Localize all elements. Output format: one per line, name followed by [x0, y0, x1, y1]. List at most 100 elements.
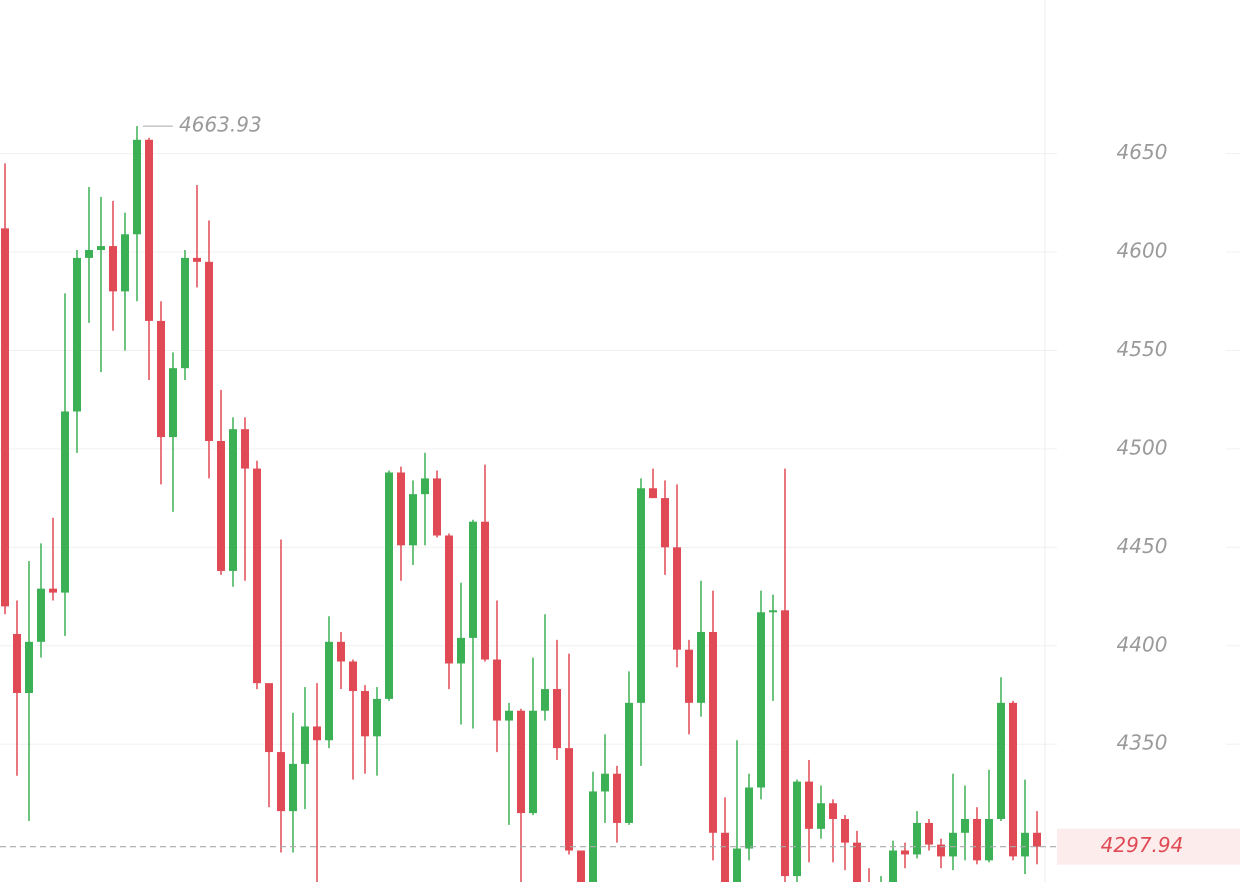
candle-body [37, 588, 45, 642]
candle-body [721, 832, 729, 882]
candle-body [13, 633, 21, 693]
candle-body [445, 535, 453, 664]
candle-body [457, 637, 465, 664]
candle-body [109, 246, 117, 292]
candle-body [985, 819, 993, 861]
candle-body [757, 612, 765, 788]
candle-body [85, 250, 93, 258]
candle-body [25, 641, 33, 693]
candle-body [889, 850, 897, 882]
candle-body [553, 689, 561, 749]
candle-body [781, 610, 789, 877]
candle-body [1033, 832, 1041, 847]
candle-body [685, 649, 693, 703]
candle-body [61, 411, 69, 593]
candle-body [277, 752, 285, 812]
candle-body [925, 822, 933, 845]
candle-body [121, 234, 129, 292]
candle-body [541, 689, 549, 711]
candle-body [805, 781, 813, 829]
labels: 4350 4400 4450 4500 4550 4600 4650 4663.93 4297.… [0, 113, 1240, 865]
candle-body [589, 791, 597, 882]
candle-body [997, 702, 1005, 819]
candle-body [481, 521, 489, 660]
y-tick-label: 4500 [1117, 435, 1168, 459]
candle-body [289, 763, 297, 812]
y-tick-label: 4350 [1117, 731, 1168, 755]
candle-body [565, 748, 573, 851]
candle-body [205, 261, 213, 441]
candle-body [853, 842, 861, 882]
candle-body [421, 478, 429, 495]
candle-body [265, 683, 273, 753]
candle-body [145, 139, 153, 321]
candle-body [349, 661, 357, 692]
candle-body [217, 441, 225, 571]
candle-body [733, 848, 741, 882]
candle-body [673, 547, 681, 650]
candle-body [841, 819, 849, 843]
candle-body [973, 819, 981, 861]
candle-body [1009, 702, 1017, 857]
candle-body [913, 822, 921, 855]
candle-body [49, 588, 57, 593]
candle-body [529, 710, 537, 814]
candle-body [637, 488, 645, 703]
candle-body [373, 698, 381, 737]
candle-body [745, 787, 753, 849]
candle-body [577, 850, 585, 882]
candle-body [793, 781, 801, 877]
candle-body [253, 468, 261, 684]
candle-body [937, 844, 945, 857]
grid [0, 153, 1240, 745]
candle-body [817, 803, 825, 829]
candle-body [133, 139, 141, 235]
candle-body [661, 498, 669, 548]
candle-body [1, 228, 9, 607]
candle-body [229, 429, 237, 571]
candle-body [961, 819, 969, 833]
candle-body [337, 641, 345, 662]
candle-body [625, 702, 633, 823]
candle-body [325, 641, 333, 741]
candle-body [649, 488, 657, 499]
y-tick-label: 4450 [1117, 534, 1168, 558]
candle-body [697, 631, 705, 703]
candle-body [613, 773, 621, 823]
candle-body [97, 246, 105, 251]
candle-body [397, 472, 405, 546]
y-tick-label: 4600 [1117, 239, 1168, 263]
y-tick-label: 4650 [1117, 140, 1168, 164]
candle-body [1021, 832, 1029, 857]
candle-body [157, 320, 165, 438]
candle-body [829, 803, 837, 819]
candle-body [193, 257, 201, 262]
candle-body [73, 257, 81, 412]
candle-body [709, 631, 717, 833]
candle-body [385, 472, 393, 699]
candle-body [949, 832, 957, 857]
candle-body [241, 429, 249, 469]
last-price-box [1057, 828, 1240, 865]
max-label: 4663.93 [179, 113, 262, 137]
candle-body [301, 726, 309, 764]
y-tick-label: 4400 [1117, 632, 1168, 656]
candles [1, 126, 1041, 882]
candle-body [769, 610, 777, 613]
candle-body [433, 478, 441, 536]
candle-body [505, 710, 513, 721]
candle-body [493, 659, 501, 721]
candle-body [901, 850, 909, 855]
y-tick-label: 4550 [1117, 337, 1168, 361]
candle-body [409, 494, 417, 546]
candle-body [361, 691, 369, 737]
last-price-label: 4297.94 [1101, 833, 1184, 857]
candle-body [169, 368, 177, 438]
candle-body [469, 521, 477, 638]
candle-body [601, 773, 609, 792]
candle-body [181, 257, 189, 369]
candle-body [313, 726, 321, 741]
candle-body [517, 710, 525, 814]
